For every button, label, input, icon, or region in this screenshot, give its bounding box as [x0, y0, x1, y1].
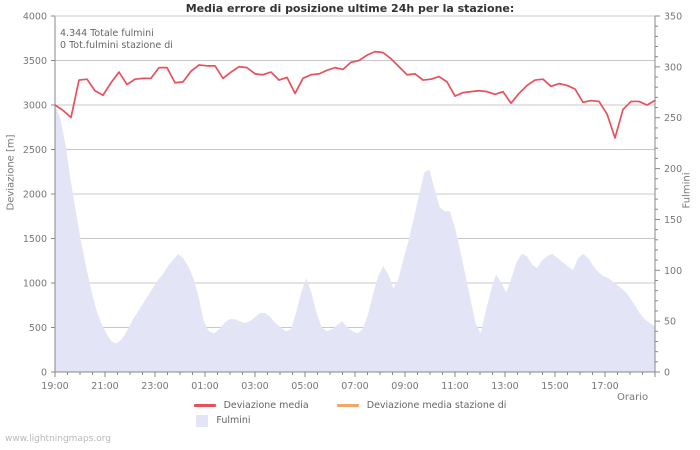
svg-text:500: 500: [29, 323, 47, 334]
series-fulmini-area: [55, 105, 655, 372]
y-axis-ticks-right: 0 50 100 150 200 250 300 350: [655, 12, 682, 379]
chart-legend: Deviazione media Deviazione media stazio…: [0, 398, 700, 428]
svg-text:19:00: 19:00: [41, 381, 68, 392]
svg-text:3000: 3000: [23, 101, 47, 112]
svg-text:0: 0: [664, 368, 670, 379]
watermark: www.lightningmaps.org: [5, 434, 111, 444]
chart-title: Media errore di posizione ultime 24h per…: [185, 2, 515, 15]
svg-text:1000: 1000: [23, 279, 47, 290]
legend-label-fulmini: Fulmini: [216, 415, 251, 426]
svg-text:1500: 1500: [23, 234, 47, 245]
svg-text:350: 350: [664, 12, 682, 23]
svg-text:15:00: 15:00: [541, 381, 568, 392]
annotation-station-strokes: 0 Tot.fulmini stazione di: [60, 40, 173, 51]
legend-area-swatch-fulmini: [196, 414, 209, 427]
svg-text:100: 100: [664, 266, 682, 277]
legend-row-1: Deviazione media Deviazione media stazio…: [0, 398, 700, 413]
series-deviazione-media-line: [54, 50, 656, 139]
svg-text:50: 50: [664, 317, 676, 328]
svg-text:250: 250: [664, 113, 682, 124]
legend-line-swatch-deviazione: [193, 404, 216, 407]
legend-item-deviazione-media[interactable]: Deviazione media: [193, 400, 309, 411]
svg-text:03:00: 03:00: [241, 381, 268, 392]
legend-label-deviazione: Deviazione media: [223, 400, 309, 411]
svg-text:07:00: 07:00: [341, 381, 368, 392]
y-axis-ticks-left: 0 500 1000 1500 2000 2500 3000 3500 4000: [23, 12, 55, 379]
svg-text:4000: 4000: [23, 12, 47, 23]
legend-item-deviazione-stazione[interactable]: Deviazione media stazione di: [336, 400, 507, 411]
svg-text:23:00: 23:00: [141, 381, 168, 392]
legend-label-stazione: Deviazione media stazione di: [366, 400, 507, 411]
x-axis-label: Orario: [617, 392, 649, 403]
x-axis-ticks: 19:00 21:00 23:00 01:00 03:00 05:00 07:00 09:00…: [41, 372, 656, 392]
legend-line-swatch-stazione: [336, 404, 359, 407]
svg-text:300: 300: [664, 62, 682, 73]
svg-text:09:00: 09:00: [391, 381, 418, 392]
svg-text:200: 200: [664, 164, 682, 175]
svg-text:17:00: 17:00: [591, 381, 618, 392]
svg-text:150: 150: [664, 215, 682, 226]
svg-text:3500: 3500: [23, 56, 47, 67]
svg-text:2500: 2500: [23, 145, 47, 156]
svg-text:0: 0: [41, 368, 47, 379]
svg-text:01:00: 01:00: [191, 381, 218, 392]
legend-row-2: Fulmini: [0, 413, 700, 428]
legend-item-fulmini[interactable]: Fulmini: [191, 414, 251, 427]
svg-text:05:00: 05:00: [291, 381, 318, 392]
svg-text:21:00: 21:00: [91, 381, 118, 392]
svg-text:2000: 2000: [23, 190, 47, 201]
svg-text:11:00: 11:00: [441, 381, 468, 392]
svg-text:13:00: 13:00: [491, 381, 518, 392]
annotation-total-strokes: 4.344 Totale fulmini: [60, 28, 154, 39]
